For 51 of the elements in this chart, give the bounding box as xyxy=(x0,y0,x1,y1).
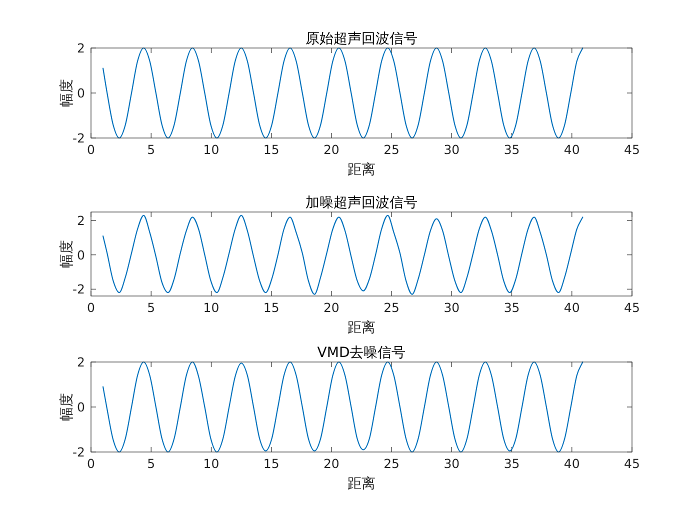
y-tick-label: -2 xyxy=(72,444,85,460)
line-series xyxy=(102,47,584,139)
x-axis-title: 距离 xyxy=(348,162,376,178)
y-axis-title: 幅度 xyxy=(59,79,75,107)
y-tick-label: 0 xyxy=(77,86,86,100)
x-axis-title: 距离 xyxy=(348,320,376,336)
chart-title: 原始超声回波信号 xyxy=(306,31,418,47)
y-axis-title: 幅度 xyxy=(59,240,75,268)
x-tick-label: 10 xyxy=(203,142,220,157)
x-tick-label: 45 xyxy=(624,456,640,471)
y-tick-label: 0 xyxy=(77,400,86,414)
x-tick-label: 0 xyxy=(87,142,96,157)
x-tick-label: 10 xyxy=(203,300,220,315)
x-tick-label: 15 xyxy=(263,300,280,315)
x-tick-label: 20 xyxy=(323,300,340,315)
y-tick-label: 0 xyxy=(77,247,86,262)
x-tick-label: 30 xyxy=(444,456,460,471)
x-tick-label: 15 xyxy=(263,142,280,157)
x-tick-label: 0 xyxy=(87,300,96,315)
x-tick-label: 40 xyxy=(564,456,580,471)
x-tick-label: 30 xyxy=(444,142,460,157)
y-tick-label: 2 xyxy=(77,40,85,56)
y-tick-label: -2 xyxy=(72,130,85,146)
x-tick-label: 35 xyxy=(504,300,520,315)
x-tick-label: 5 xyxy=(147,300,156,315)
x-tick-label: 35 xyxy=(504,456,520,471)
x-tick-label: 20 xyxy=(323,456,340,471)
y-tick-label: -2 xyxy=(72,282,85,297)
x-tick-label: 25 xyxy=(384,456,400,471)
x-tick-label: 25 xyxy=(384,300,400,315)
x-tick-label: 30 xyxy=(444,300,460,315)
x-tick-label: 5 xyxy=(147,456,156,471)
line-series xyxy=(102,214,584,295)
x-tick-label: 5 xyxy=(147,142,156,157)
x-tick-label: 20 xyxy=(323,142,340,157)
x-tick-label: 0 xyxy=(87,456,96,471)
chart-title: 加噪超声回波信号 xyxy=(306,195,418,211)
line-series xyxy=(102,361,584,453)
x-tick-label: 45 xyxy=(624,300,640,315)
chart-title: VMD去噪信号 xyxy=(317,345,406,361)
y-axis-title: 幅度 xyxy=(59,393,75,421)
y-tick-label: 2 xyxy=(77,354,85,370)
x-tick-label: 40 xyxy=(564,142,580,157)
x-tick-label: 35 xyxy=(504,142,520,157)
x-tick-label: 15 xyxy=(263,456,280,471)
x-tick-label: 45 xyxy=(624,142,640,157)
x-axis-title: 距离 xyxy=(348,476,376,492)
x-tick-label: 40 xyxy=(564,300,580,315)
y-tick-label: 2 xyxy=(77,213,85,228)
x-tick-label: 25 xyxy=(384,142,400,157)
x-tick-label: 10 xyxy=(203,456,220,471)
